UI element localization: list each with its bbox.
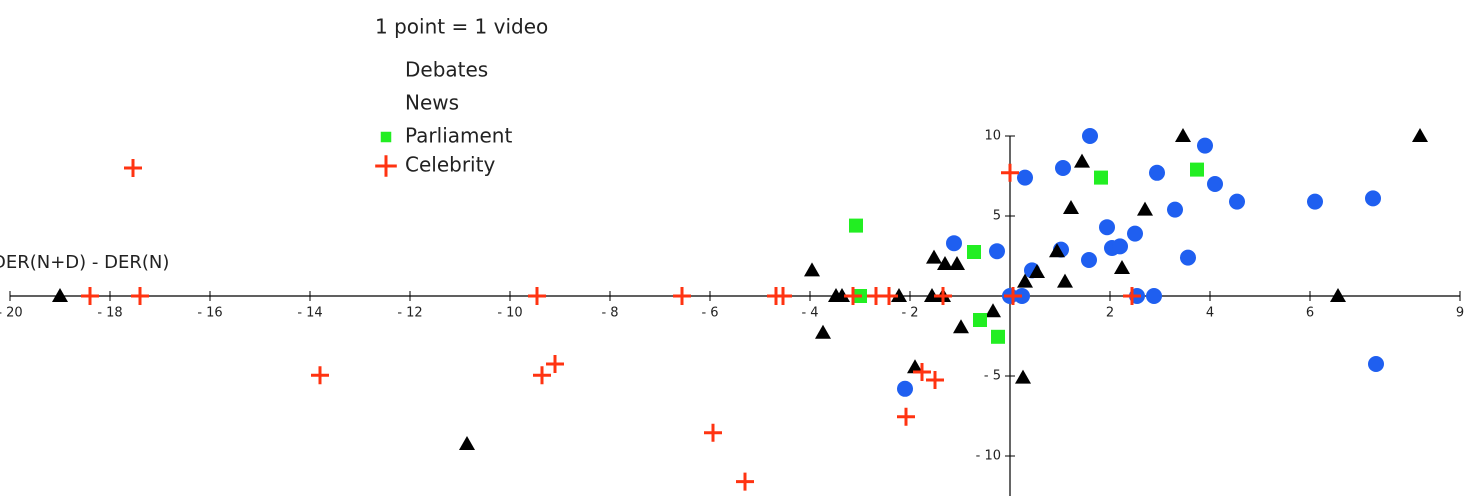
legend-label: News xyxy=(405,91,459,115)
point xyxy=(1112,238,1128,255)
x-tick-label: - 20 xyxy=(0,306,23,321)
point xyxy=(1307,193,1323,210)
point xyxy=(1057,273,1073,288)
point xyxy=(1114,260,1130,274)
point xyxy=(124,159,142,177)
point xyxy=(834,288,850,302)
point xyxy=(1412,128,1428,142)
y-tick-label: - 10 xyxy=(976,449,1001,464)
point xyxy=(891,288,907,302)
point xyxy=(1149,164,1165,181)
point xyxy=(1190,162,1204,177)
point xyxy=(849,218,863,233)
point xyxy=(844,287,862,305)
point xyxy=(1017,273,1033,288)
x-tick-label: 9 xyxy=(1456,306,1464,321)
point xyxy=(52,288,68,302)
y-axis-label: DER(N+D) - DER(N) xyxy=(0,252,169,273)
point xyxy=(1167,201,1183,218)
point xyxy=(967,245,981,259)
point xyxy=(926,371,944,389)
point xyxy=(924,288,940,302)
point xyxy=(1004,287,1022,305)
point xyxy=(736,472,754,491)
point xyxy=(1082,128,1098,144)
point xyxy=(1127,225,1143,242)
x-tick-label: 2 xyxy=(1106,306,1114,321)
x-tick-label: - 10 xyxy=(497,306,522,321)
point xyxy=(926,249,942,264)
point xyxy=(1175,128,1191,142)
point xyxy=(946,235,962,252)
point xyxy=(1330,288,1346,302)
point xyxy=(953,319,969,334)
point xyxy=(1049,243,1065,258)
point xyxy=(1001,163,1019,182)
point xyxy=(897,380,913,397)
point xyxy=(1074,153,1090,168)
point xyxy=(533,366,551,385)
point xyxy=(1365,190,1381,207)
point xyxy=(131,287,149,305)
y-tick-label: 5 xyxy=(993,209,1001,224)
x-tick-label: - 18 xyxy=(97,306,122,321)
point xyxy=(1017,169,1033,186)
point xyxy=(897,407,915,426)
point xyxy=(673,287,691,305)
point xyxy=(1081,252,1097,268)
point xyxy=(880,287,898,305)
point xyxy=(913,363,931,381)
point xyxy=(546,355,564,373)
point xyxy=(1123,287,1141,305)
point xyxy=(1094,170,1108,185)
x-tick-label: 4 xyxy=(1206,306,1214,321)
legend-label: Parliament xyxy=(405,124,512,148)
legend-marker xyxy=(375,155,397,177)
point xyxy=(1180,249,1196,266)
x-tick-label: 6 xyxy=(1306,306,1314,321)
point xyxy=(949,256,965,270)
y-tick-label: - 5 xyxy=(984,369,1001,384)
point xyxy=(1207,176,1223,192)
x-tick-label: - 16 xyxy=(197,306,222,321)
point xyxy=(774,287,792,305)
point xyxy=(985,303,1001,318)
point xyxy=(1146,288,1162,304)
legend-label: Celebrity xyxy=(405,153,495,177)
point xyxy=(937,256,953,270)
point xyxy=(1229,193,1245,210)
point xyxy=(934,287,952,305)
point xyxy=(815,324,831,339)
point xyxy=(1137,201,1153,216)
x-tick-label: - 14 xyxy=(297,306,322,321)
point xyxy=(1029,264,1045,278)
point xyxy=(1063,200,1079,214)
point xyxy=(991,329,1005,344)
point xyxy=(1368,356,1384,372)
point xyxy=(1099,219,1115,236)
x-tick-label: - 2 xyxy=(901,306,918,321)
point xyxy=(459,436,475,450)
legend-label: Debates xyxy=(405,58,488,82)
point xyxy=(704,423,722,442)
point xyxy=(528,287,546,305)
x-tick-label: - 6 xyxy=(701,306,718,321)
point xyxy=(989,243,1005,260)
point xyxy=(804,262,820,277)
point xyxy=(907,359,923,374)
point xyxy=(311,366,329,385)
x-tick-label: - 12 xyxy=(397,306,422,321)
point xyxy=(1197,137,1213,154)
x-tick-label: - 4 xyxy=(801,306,818,321)
x-tick-label: - 8 xyxy=(601,306,618,321)
point xyxy=(973,313,987,327)
legend-marker xyxy=(380,131,392,143)
point xyxy=(81,287,99,305)
point xyxy=(1055,160,1071,176)
chart-title: 1 point = 1 video xyxy=(375,15,548,39)
point xyxy=(1015,369,1031,384)
y-tick-label: 10 xyxy=(984,129,1001,144)
